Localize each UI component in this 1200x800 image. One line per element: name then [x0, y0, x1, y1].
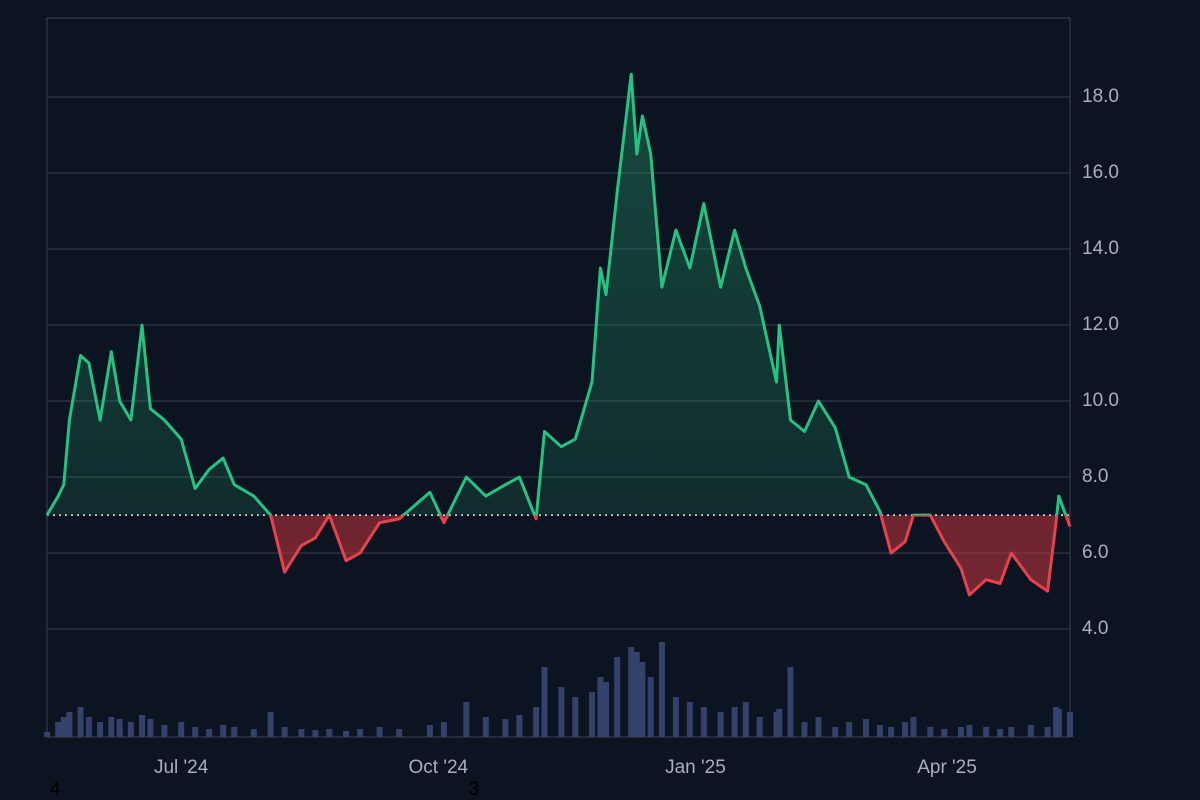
volume-bar — [343, 731, 350, 737]
volume-bar — [966, 725, 973, 737]
x-tick-label: Jul '24 — [154, 757, 209, 778]
y-tick-label: 4.0 — [1082, 618, 1108, 639]
volume-bar — [1055, 709, 1062, 737]
volume-bar — [231, 727, 238, 737]
volume-bar — [66, 712, 73, 737]
volume-bar — [910, 717, 917, 737]
volume-bar — [541, 667, 548, 737]
volume-bar — [717, 712, 724, 737]
volume-bar — [756, 717, 763, 737]
volume-bar — [589, 692, 596, 737]
volume-bar — [902, 722, 909, 737]
y-tick-label: 6.0 — [1082, 542, 1108, 563]
volume-bar — [298, 729, 305, 737]
volume-bar — [267, 712, 274, 737]
annotation: 4 — [50, 779, 61, 800]
volume-bar — [686, 702, 693, 737]
volume-bar — [396, 729, 403, 737]
y-tick-label: 14.0 — [1082, 238, 1119, 259]
volume-bar — [658, 642, 665, 737]
volume-bar — [846, 722, 853, 737]
volume-bar — [281, 727, 288, 737]
volume-bar — [440, 722, 447, 737]
volume-bar — [801, 722, 808, 737]
volume-bar — [776, 709, 783, 737]
volume-bar — [603, 682, 610, 737]
volume-bar — [700, 707, 707, 737]
volume-bar — [178, 722, 185, 737]
volume-bar — [357, 729, 364, 737]
volume-bar — [787, 667, 794, 737]
volume-bar — [742, 702, 749, 737]
price-line-down — [46, 515, 1072, 597]
area-up — [47, 74, 1066, 516]
volume-bar — [633, 652, 640, 737]
volume-bar — [672, 697, 679, 737]
volume-bar — [888, 727, 895, 737]
volume-bar — [862, 719, 869, 737]
volume-bar — [941, 729, 948, 737]
volume-bar — [55, 722, 62, 737]
price-line-up — [45, 72, 1068, 516]
y-tick-label: 12.0 — [1082, 314, 1119, 335]
volume-bar — [206, 729, 213, 737]
volume-bar — [983, 727, 990, 737]
x-tick-label: Apr '25 — [917, 757, 977, 778]
volume-bar — [97, 722, 104, 737]
volume-bar — [161, 725, 168, 737]
area-down — [47, 515, 1070, 595]
volume-bar — [572, 697, 579, 737]
volume-bar — [502, 719, 509, 737]
volume-bar — [220, 725, 227, 737]
volume-bar — [326, 729, 333, 737]
x-tick-label: Jan '25 — [665, 757, 726, 778]
volume-bar — [250, 729, 257, 737]
y-tick-label: 10.0 — [1082, 390, 1119, 411]
volume-bar — [614, 657, 621, 737]
volume-bar — [1027, 725, 1034, 737]
annotation: 3 — [469, 779, 480, 800]
volume-bar — [192, 727, 199, 737]
volume-bar — [116, 719, 123, 737]
volume-bar — [516, 715, 523, 737]
volume-bar — [832, 727, 839, 737]
y-tick-label: 16.0 — [1082, 162, 1119, 183]
volume-bar — [1044, 727, 1051, 737]
volume-bar — [60, 717, 67, 737]
x-tick-label: Oct '24 — [409, 757, 469, 778]
volume-bar — [147, 719, 154, 737]
volume-bar — [957, 727, 964, 737]
volume-bar — [77, 707, 84, 737]
volume-bar — [1067, 712, 1073, 737]
volume-bar — [426, 725, 433, 737]
volume-bar — [85, 717, 92, 737]
volume-bar — [463, 702, 470, 737]
volume-bar — [639, 662, 646, 737]
volume-bar — [312, 730, 319, 737]
volume-bar — [376, 727, 383, 737]
volume-bar — [731, 707, 738, 737]
volume-bar — [647, 677, 654, 737]
y-tick-label: 8.0 — [1082, 466, 1108, 487]
volume-bar — [139, 715, 146, 737]
y-tick-label: 18.0 — [1082, 86, 1119, 107]
volume-bar — [876, 725, 883, 737]
volume-bar — [558, 687, 565, 737]
volume-bar — [1008, 727, 1015, 737]
volume-bar — [815, 717, 822, 737]
volume-bar — [44, 732, 50, 737]
volume-bar — [482, 717, 489, 737]
volume-bar — [597, 677, 604, 737]
volume-bar — [927, 727, 934, 737]
volume-bar — [127, 722, 134, 737]
volume-bar — [533, 707, 540, 737]
volume-bar — [997, 729, 1004, 737]
volume-bar — [628, 647, 635, 737]
volume-bar — [108, 717, 115, 737]
